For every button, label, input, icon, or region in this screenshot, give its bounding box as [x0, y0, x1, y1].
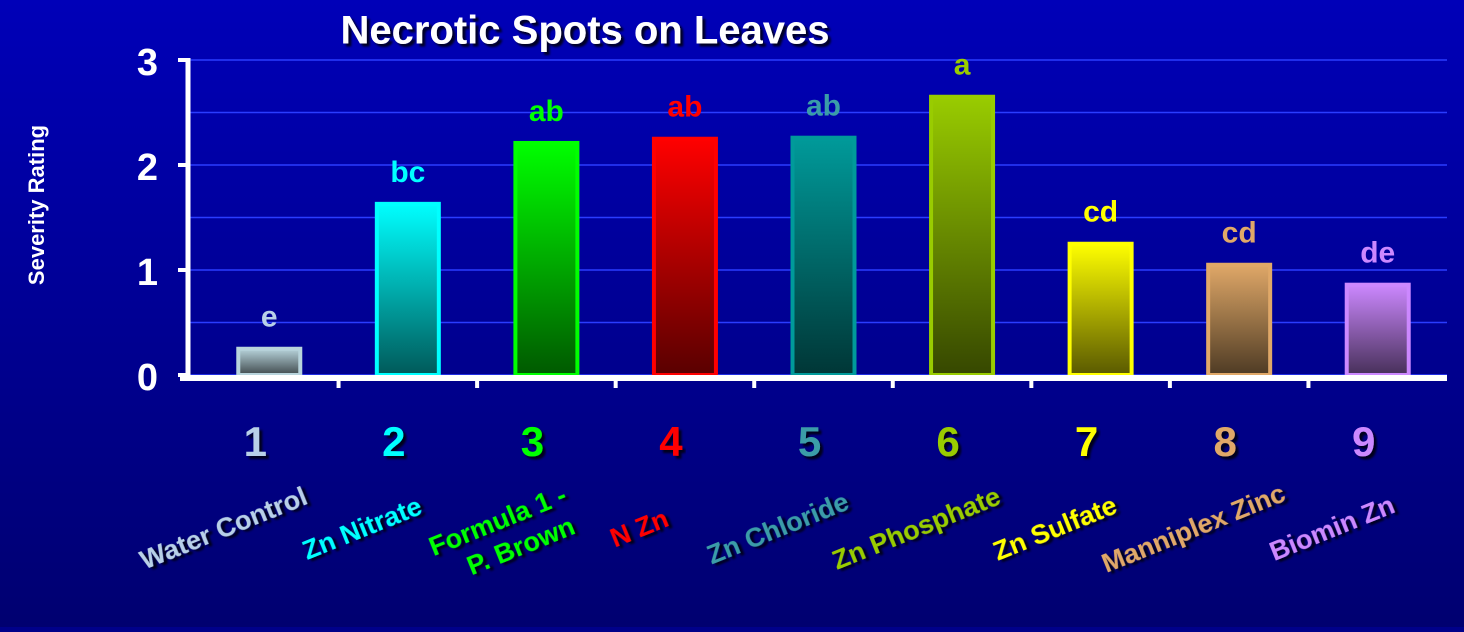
data-label: bc [390, 156, 425, 189]
bar [1206, 262, 1273, 377]
data-label: ab [667, 91, 702, 124]
x-tick-label: 2 [382, 418, 405, 465]
data-label: ab [529, 95, 564, 128]
y-axis-label: Severity Rating [24, 125, 49, 285]
x-tick-label: 5 [798, 418, 821, 465]
x-tick-label: 4 [659, 418, 683, 465]
x-tick-label: 7 [1075, 418, 1098, 465]
x-tick-label: 6 [936, 418, 959, 465]
x-tick-label: 9 [1352, 418, 1375, 465]
bar [236, 346, 303, 377]
data-label: ab [806, 90, 841, 123]
y-tick-label: 3 [137, 42, 158, 84]
bar [790, 135, 857, 377]
data-label: cd [1222, 217, 1257, 250]
bar [513, 140, 580, 377]
data-label: cd [1083, 196, 1118, 229]
bar [1067, 241, 1134, 377]
data-label: a [954, 49, 971, 82]
x-tick-label: 1 [244, 418, 267, 465]
x-tick-label: 8 [1213, 418, 1236, 465]
data-label: de [1360, 237, 1395, 270]
bar [374, 201, 441, 377]
y-tick-label: 2 [137, 147, 158, 189]
bar [1344, 282, 1411, 378]
x-tick-label: 3 [521, 418, 544, 465]
bar [929, 94, 996, 377]
data-label: e [261, 301, 278, 334]
bar [651, 136, 718, 377]
y-tick-label: 1 [137, 252, 158, 294]
y-tick-label: 0 [137, 357, 158, 399]
chart-title: Necrotic Spots on Leaves [340, 9, 829, 53]
